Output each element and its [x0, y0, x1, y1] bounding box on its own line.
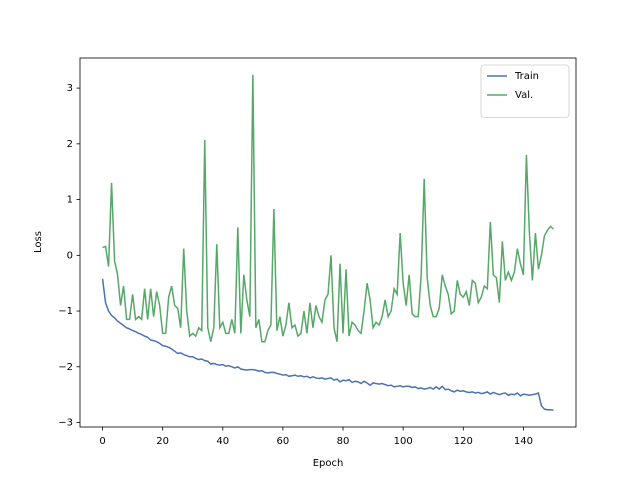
y-axis-label: Loss — [33, 231, 44, 253]
x-tick-label: 60 — [277, 436, 290, 447]
y-tick-label: 2 — [67, 139, 73, 150]
x-tick-label: 140 — [514, 436, 533, 447]
x-axis-label: Epoch — [313, 458, 344, 469]
legend-label: Val. — [515, 90, 533, 101]
x-tick-label: 0 — [99, 436, 105, 447]
legend-label: Train — [514, 71, 539, 82]
y-tick-label: −2 — [58, 362, 73, 373]
series-line — [102, 74, 554, 343]
x-tick-label: 40 — [216, 436, 229, 447]
series-line — [101, 278, 554, 412]
y-tick-label: −1 — [58, 306, 73, 317]
plot-frame — [79, 57, 577, 428]
y-tick-label: 1 — [67, 195, 73, 206]
legend-box — [480, 64, 570, 118]
y-tick-label: 0 — [67, 250, 73, 261]
x-tick-label: 80 — [337, 436, 350, 447]
x-tick-label: 20 — [156, 436, 169, 447]
y-tick-label: −3 — [58, 418, 73, 429]
x-tick-label: 100 — [394, 436, 413, 447]
x-tick-label: 120 — [454, 436, 473, 447]
y-tick-label: 3 — [67, 83, 73, 94]
